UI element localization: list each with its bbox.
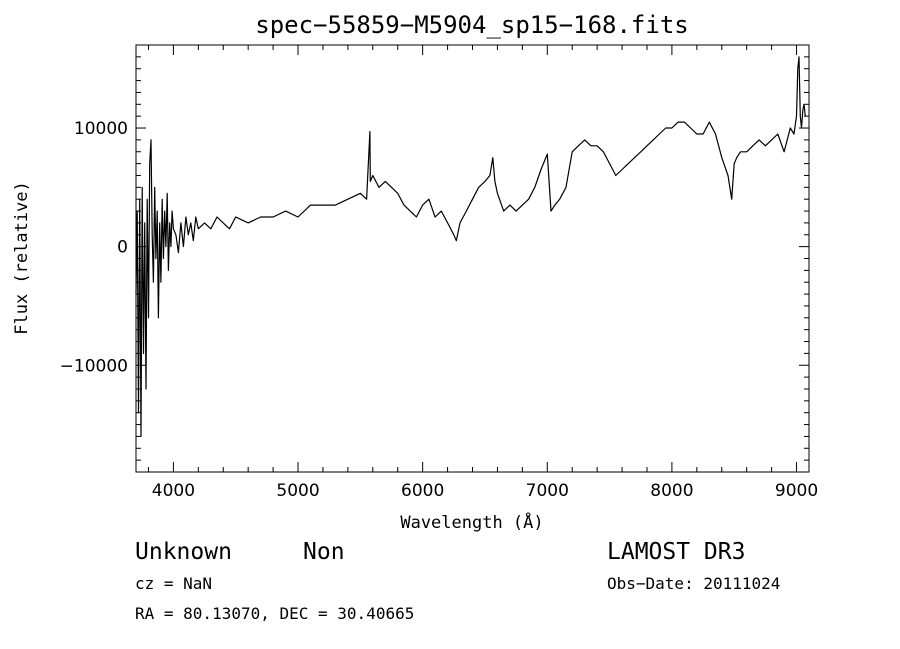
y-tick-label: 0 [117, 238, 128, 258]
x-tick-label: 5000 [276, 481, 319, 501]
survey-name: LAMOST DR3 [607, 539, 745, 565]
redshift-text: cz = NaN [135, 574, 212, 593]
x-axis-label: Wavelength (Å) [400, 511, 543, 533]
plot-frame [135, 44, 810, 473]
x-tick-label: 6000 [401, 481, 444, 501]
y-axis-label: Flux (relative) [12, 181, 32, 335]
y-tick-labels: −10000 0 10000 [60, 119, 128, 376]
axis-ticks [136, 44, 809, 473]
object-subclass: Non [303, 539, 345, 565]
x-tick-label: 4000 [152, 481, 195, 501]
spectrum-line [135, 56, 806, 437]
object-class: Unknown [135, 539, 232, 565]
x-tick-label: 8000 [650, 481, 693, 501]
x-tick-label: 9000 [775, 481, 818, 501]
y-tick-label: 10000 [74, 119, 128, 139]
spectrum-series [135, 56, 806, 437]
obs-date-text: Obs−Date: 20111024 [607, 574, 780, 593]
x-tick-labels: 4000 5000 6000 7000 8000 9000 [152, 481, 818, 501]
x-tick-label: 7000 [526, 481, 569, 501]
coordinates-text: RA = 80.13070, DEC = 30.40665 [135, 604, 414, 623]
y-tick-label: −10000 [60, 356, 128, 376]
chart-title: spec−55859−M5904_sp15−168.fits [255, 11, 688, 39]
